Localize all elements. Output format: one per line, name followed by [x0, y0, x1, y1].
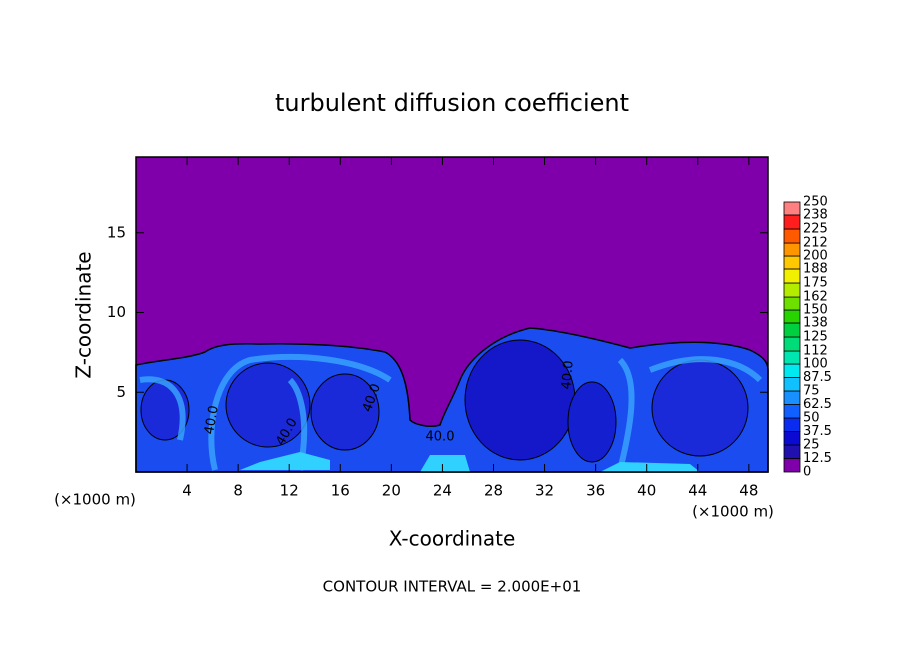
x-tick-label: 24: [433, 482, 452, 500]
x-tick-label: 44: [688, 482, 707, 500]
colorbar-swatch: [783, 444, 801, 459]
colorbar-swatch: [783, 255, 801, 270]
colorbar-swatch: [783, 363, 801, 378]
y-tick-label: 15: [107, 223, 126, 241]
colorbar-label: 112: [803, 344, 828, 359]
colorbar-swatch: [783, 336, 801, 352]
colorbar-label: 75: [803, 384, 820, 399]
contour-label: 40.0: [559, 360, 576, 390]
colorbar-label: 0: [803, 465, 811, 480]
colorbar-swatch: [783, 417, 801, 432]
field-blob: [225, 362, 311, 448]
colorbar-label: 138: [803, 315, 828, 330]
colorbar-swatch: [783, 390, 801, 405]
x-axis-label: X-coordinate: [389, 527, 516, 551]
colorbar-swatch: [783, 228, 801, 244]
y-axis-label: Z-coordinate: [72, 251, 96, 378]
colorbar-label: 125: [803, 330, 828, 345]
field-highlight: [240, 452, 700, 472]
colorbar-label: 87.5: [803, 370, 832, 385]
y-tick-label: 10: [107, 303, 126, 321]
y-tick-label: 5: [116, 383, 126, 401]
colorbar-label: 225: [803, 222, 828, 237]
colorbar-swatch: [783, 214, 801, 230]
colorbar-label: 50: [803, 411, 820, 426]
colorbar-label: 188: [803, 261, 828, 276]
plot-frame: [135, 156, 769, 473]
colorbar-label: 100: [803, 357, 828, 372]
colorbar-swatch: [783, 322, 801, 338]
x-tick-label: 12: [280, 482, 299, 500]
colorbar-swatch: [783, 404, 801, 419]
colorbar-label: 212: [803, 236, 828, 251]
colorbar-label: 37.5: [803, 424, 832, 439]
field-streak: [139, 353, 763, 471]
colorbar-label: 238: [803, 207, 828, 222]
x-unit-label: (×1000 m): [692, 503, 774, 521]
colorbar-label: 162: [803, 290, 828, 305]
contour-note: CONTOUR INTERVAL = 2.000E+01: [323, 578, 582, 596]
colorbar-label: 150: [803, 303, 828, 318]
colorbar-label: 200: [803, 249, 828, 264]
colorbar-swatch: [783, 296, 801, 311]
x-tick-label: 32: [535, 482, 554, 500]
field: [135, 157, 769, 473]
x-tick-label: 48: [739, 482, 758, 500]
field-blob: [310, 373, 380, 451]
colorbar-label: 250: [803, 195, 828, 210]
field-blob: [651, 359, 749, 457]
field-blob: [567, 381, 617, 463]
colorbar-label: 175: [803, 276, 828, 291]
colorbar-swatch: [783, 377, 801, 392]
field-blob: [464, 339, 576, 461]
colorbar-label: 12.5: [803, 451, 832, 466]
colorbar-swatch: [783, 309, 801, 324]
colorbar-swatch: [783, 242, 801, 257]
colorbar-swatch: [783, 201, 801, 216]
chart-title: turbulent diffusion coefficient: [275, 89, 629, 117]
x-tick-label: 20: [382, 482, 401, 500]
colorbar-swatch: [783, 350, 801, 365]
x-tick-label: 36: [586, 482, 605, 500]
contour-label: 40.0: [202, 404, 222, 435]
x-tick-label: 28: [484, 482, 503, 500]
colorbar-swatch: [783, 458, 801, 473]
x-tick-label: 8: [233, 482, 243, 500]
x-tick-label: 40: [637, 482, 656, 500]
x-tick-label: 4: [182, 482, 192, 500]
contour-label: 40.0: [426, 430, 455, 445]
colorbar-swatch: [783, 431, 801, 446]
y-unit-label: (×1000 m): [54, 491, 136, 509]
x-tick-label: 16: [331, 482, 350, 500]
colorbar-swatch: [783, 282, 801, 298]
colorbar-label: 25: [803, 438, 820, 453]
colorbar-swatch: [783, 268, 801, 284]
colorbar-label: 62.5: [803, 397, 832, 412]
